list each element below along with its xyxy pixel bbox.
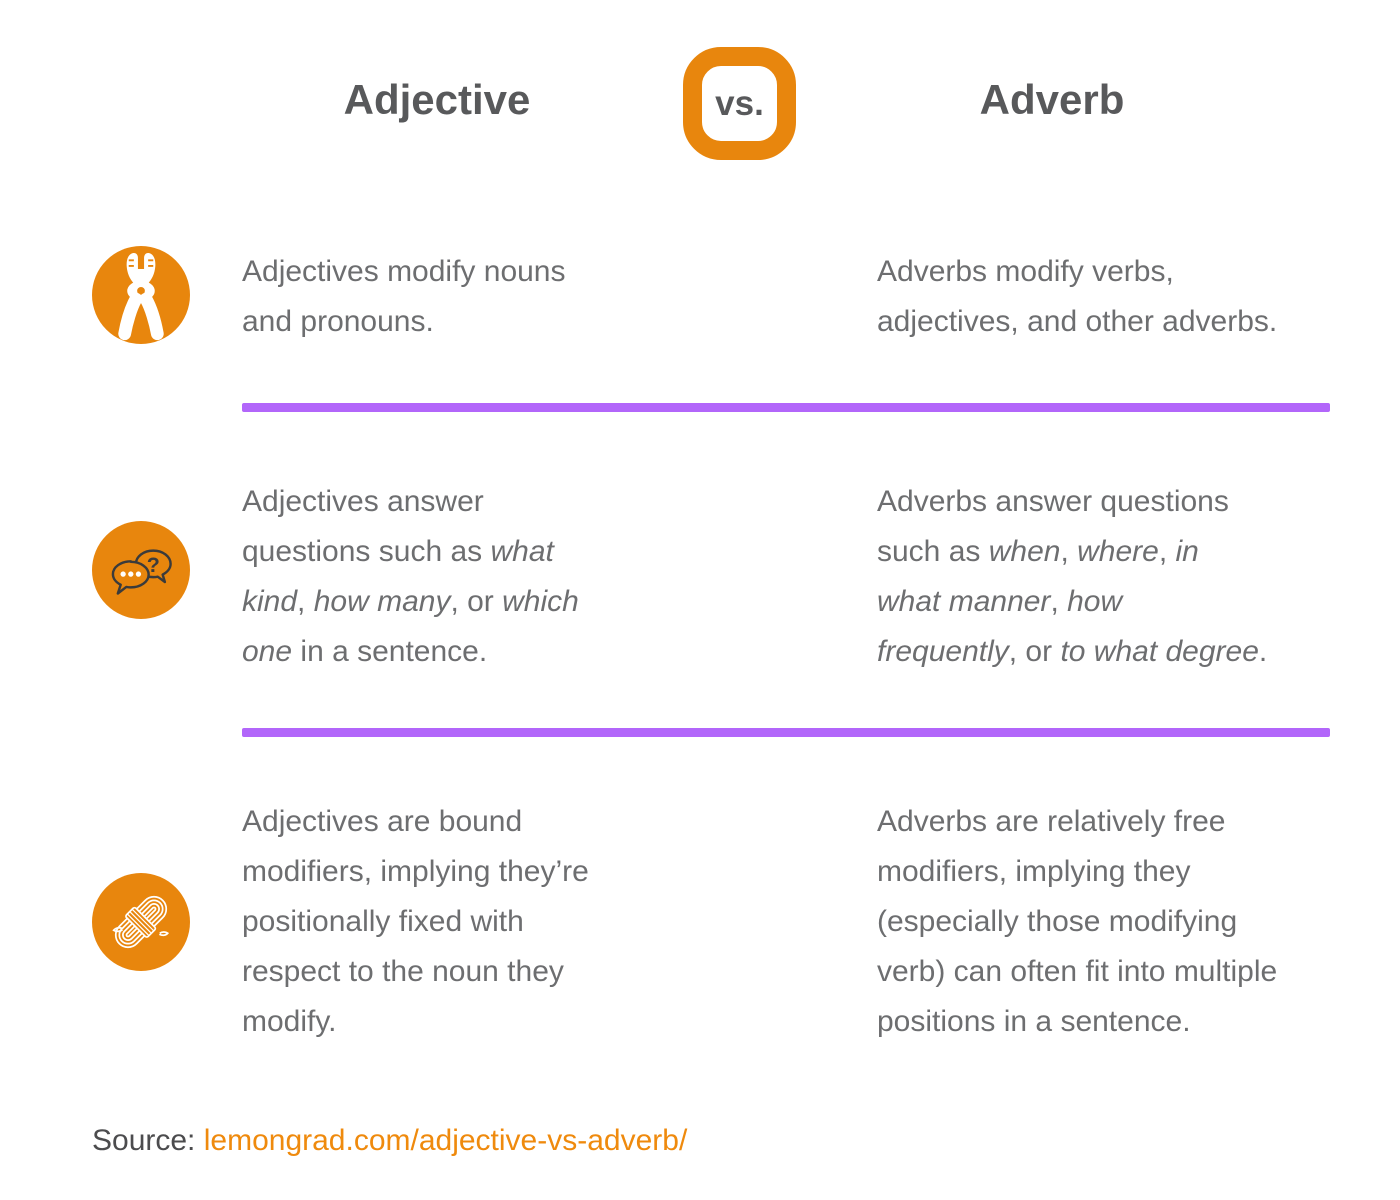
adjective-definition-text: Adjectives modify nouns and pronouns.	[242, 255, 566, 338]
adjective-column-title: Adjective	[343, 76, 531, 123]
rope-icon-glyph	[112, 895, 169, 949]
adverb-definition-text: Adverbs modify verbs, adjectives, and ot…	[877, 255, 1278, 338]
pliers-icon	[92, 246, 190, 344]
source-link[interactable]: lemongrad.com/adjective-vs-adverb/	[203, 1124, 688, 1157]
svg-text:?: ?	[147, 553, 160, 577]
adverb-questions-text: Adverbs answer questions such as when, w…	[877, 485, 1268, 668]
vs-badge: vs.	[683, 47, 796, 160]
divider-line-1	[242, 403, 1330, 412]
rope-icon	[92, 873, 190, 971]
speech-bubbles-icon: ?	[92, 521, 190, 619]
source-line: Source: lemongrad.com/adjective-vs-adver…	[92, 1122, 687, 1160]
speech-bubbles-icon-glyph: ?	[111, 549, 172, 595]
adjective-position-text: Adjectives are bound modifiers, implying…	[242, 805, 589, 1038]
pliers-icon-glyph	[118, 253, 164, 341]
source-label: Source:	[92, 1124, 204, 1157]
divider-line-2	[242, 728, 1330, 737]
adjective-questions-text: Adjectives answer questions such as what…	[242, 485, 579, 668]
adverb-position-text: Adverbs are relatively free modifiers, i…	[877, 805, 1278, 1038]
vs-badge-label: vs.	[715, 83, 764, 123]
adverb-column-title: Adverb	[979, 76, 1125, 123]
